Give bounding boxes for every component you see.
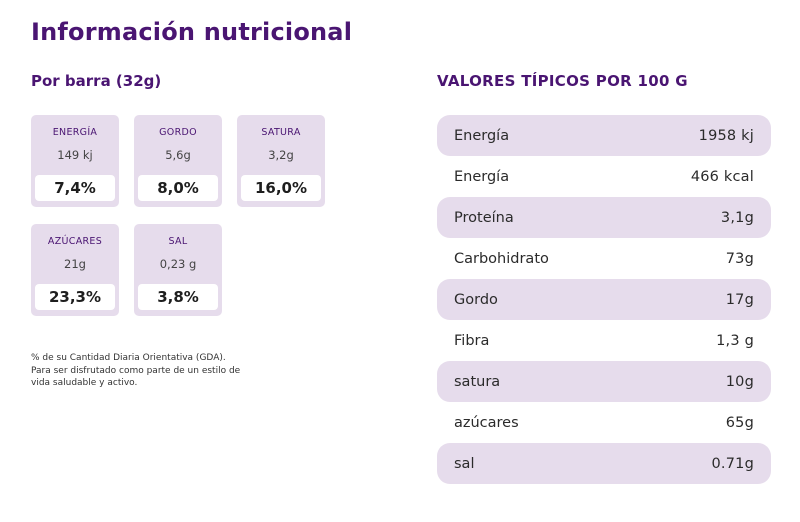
gda-card-amount: 0,23 g (159, 257, 197, 271)
gda-card-label: SAL (168, 236, 188, 247)
nutrient-name: satura (454, 373, 501, 390)
page-title: Información nutricional (31, 18, 353, 46)
table-row: Gordo 17g (437, 279, 771, 320)
gda-card-percent: 16,0% (241, 175, 321, 201)
gda-footnote: % de su Cantidad Diaria Orientativa (GDA… (31, 352, 256, 390)
gda-card-amount: 149 kj (57, 148, 93, 162)
nutrient-value: 65g (725, 414, 754, 431)
table-row: Proteína 3,1g (437, 197, 771, 238)
table-row: azúcares 65g (437, 402, 771, 443)
nutrient-value: 17g (725, 291, 754, 308)
nutrient-name: Energía (454, 168, 510, 185)
gda-card-percent: 23,3% (35, 284, 115, 310)
typical-values-table: Energía 1958 kj Energía 466 kcal Proteín… (437, 115, 771, 484)
table-row: satura 10g (437, 361, 771, 402)
nutrient-name: sal (454, 455, 475, 472)
gda-card-percent: 7,4% (35, 175, 115, 201)
per-bar-heading: Por barra (32g) (31, 72, 162, 90)
table-row: Fibra 1,3 g (437, 320, 771, 361)
gda-card-label: ENERGÍA (52, 127, 98, 138)
table-row: sal 0.71g (437, 443, 771, 484)
nutrient-value: 0.71g (711, 455, 754, 472)
gda-card-salt: SAL 0,23 g 3,8% (134, 224, 222, 316)
gda-card-percent: 3,8% (138, 284, 218, 310)
table-row: Energía 1958 kj (437, 115, 771, 156)
gda-card-label: GORDO (159, 127, 197, 138)
footnote-line: Para ser disfrutado como parte de un est… (31, 365, 241, 389)
nutrient-value: 3,1g (720, 209, 754, 226)
gda-card-fat: GORDO 5,6g 8,0% (134, 115, 222, 207)
gda-card-amount: 21g (64, 257, 86, 271)
gda-card-energy: ENERGÍA 149 kj 7,4% (31, 115, 119, 207)
table-row: Energía 466 kcal (437, 156, 771, 197)
gda-card-amount: 3,2g (268, 148, 294, 162)
nutrient-name: Energía (454, 127, 510, 144)
nutrient-value: 10g (725, 373, 754, 390)
nutrient-name: Carbohidrato (454, 250, 549, 267)
gda-card-label: AZÚCARES (47, 236, 103, 247)
gda-card-label: SATURA (261, 127, 301, 138)
gda-card-percent: 8,0% (138, 175, 218, 201)
nutrient-value: 1,3 g (716, 332, 754, 349)
nutrient-value: 1958 kj (698, 127, 754, 144)
table-row: Carbohidrato 73g (437, 238, 771, 279)
nutrient-name: Proteína (454, 209, 514, 226)
nutrient-name: Gordo (454, 291, 498, 308)
nutrient-name: azúcares (454, 414, 519, 431)
gda-card-sugars: AZÚCARES 21g 23,3% (31, 224, 119, 316)
gda-card-amount: 5,6g (165, 148, 191, 162)
typical-values-heading: VALORES TÍPICOS POR 100 G (437, 72, 688, 90)
gda-card-saturates: SATURA 3,2g 16,0% (237, 115, 325, 207)
footnote-line: % de su Cantidad Diaria Orientativa (GDA… (31, 353, 226, 363)
nutrient-value: 466 kcal (690, 168, 754, 185)
nutrient-name: Fibra (454, 332, 490, 349)
gda-card-grid: ENERGÍA 149 kj 7,4% GORDO 5,6g 8,0% SATU… (31, 115, 331, 320)
nutrient-value: 73g (725, 250, 754, 267)
